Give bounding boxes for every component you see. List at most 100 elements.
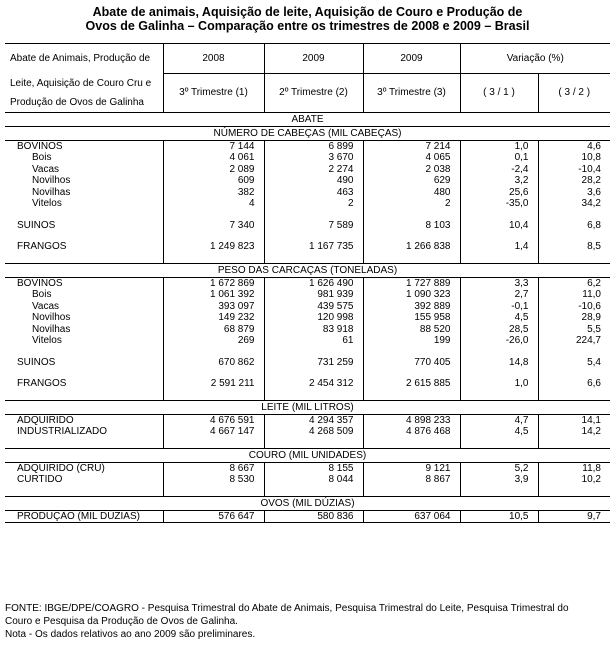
table-row: Vacas 393 097 439 575 392 889 -0,1 -10,6 <box>5 300 610 312</box>
value-2008-q3: 670 862 <box>162 356 264 368</box>
value-2008-q3: 382 <box>162 186 264 198</box>
value-2008-q3: 8 667 <box>162 462 264 474</box>
value-2008-q3: 1 672 869 <box>162 277 264 289</box>
header-quarter-3: 3º Trimestre (3) <box>362 73 460 112</box>
value-2008-q3: 7 340 <box>162 219 264 231</box>
variation-3-2: -10,6 <box>537 300 610 312</box>
section-title-couro: COURO (MIL UNIDADES) <box>5 447 610 463</box>
variation-3-1: 10,4 <box>459 219 538 231</box>
footer: FONTE: IBGE/DPE/COAGRO - Pesquisa Trimes… <box>5 602 610 641</box>
section-title-cabecas: NÚMERO DE CABEÇAS (MIL CABEÇAS) <box>5 126 610 141</box>
variation-3-2: 6,6 <box>537 378 610 390</box>
value-2009-q2: 2 <box>263 198 363 210</box>
table-row: Novilhas 382 463 480 25,6 3,6 <box>5 186 610 198</box>
table-row: Vitelos 269 61 199 -26,0 224,7 <box>5 335 610 347</box>
table-row: FRANGOS 2 591 211 2 454 312 2 615 885 1,0 6,6 <box>5 378 610 390</box>
value-2009-q2: 3 670 <box>263 152 363 164</box>
row-label: FRANGOS <box>17 241 67 252</box>
variation-3-2: 14,2 <box>537 426 610 438</box>
variation-3-2: 224,7 <box>537 335 610 347</box>
row-label: BOVINOS <box>17 140 63 152</box>
variation-3-2: 9,7 <box>537 510 610 523</box>
value-2009-q3: 1 727 889 <box>362 277 460 289</box>
footer-note: Nota - Os dados relativos ao ano 2009 sã… <box>5 629 256 640</box>
value-2008-q3: 609 <box>162 175 264 187</box>
section-title-carcacas: PESO DAS CARCAÇAS (TONELADAS) <box>5 262 610 278</box>
value-2009-q2: 731 259 <box>263 356 363 368</box>
value-2009-q3: 480 <box>362 186 460 198</box>
row-label: FRANGOS <box>17 378 67 389</box>
value-2008-q3: 68 879 <box>162 323 264 335</box>
variation-3-2: 5,4 <box>537 356 610 368</box>
row-label: Bois <box>32 152 52 163</box>
variation-3-1: 1,0 <box>459 378 538 390</box>
table-row: ADQUIRIDO 4 676 591 4 294 357 4 898 233 4,7 1… <box>5 414 610 426</box>
value-2008-q3: 269 <box>162 335 264 347</box>
header-quarter-2: 2º Trimestre (2) <box>263 73 363 112</box>
table-row: BOVINOS 1 672 869 1 626 490 1 727 889 3,3 6,2 <box>5 277 610 289</box>
row-label: ADQUIRIDO <box>17 414 74 426</box>
variation-3-1: -0,1 <box>459 300 538 312</box>
variation-3-1: 25,6 <box>459 186 538 198</box>
variation-3-2: -10,4 <box>537 163 610 175</box>
value-2009-q2: 8 044 <box>263 474 363 486</box>
row-label: Novilhas <box>32 323 71 335</box>
variation-3-1: 2,7 <box>459 289 538 301</box>
value-2009-q3: 9 121 <box>362 462 460 474</box>
value-2009-q2: 61 <box>263 335 363 347</box>
variation-3-1: 3,9 <box>459 474 538 486</box>
value-2009-q3: 4 065 <box>362 152 460 164</box>
variation-3-1: 10,5 <box>459 510 538 523</box>
value-2009-q2: 4 294 357 <box>263 414 363 426</box>
variation-3-1: 28,5 <box>459 323 538 335</box>
row-label: SUÍNOS <box>17 356 56 368</box>
header-year-3: 2009 <box>362 43 460 74</box>
value-2008-q3: 4 061 <box>162 152 264 164</box>
variation-3-2: 5,5 <box>537 323 610 335</box>
variation-3-1: -35,0 <box>459 198 538 210</box>
row-label: Novilhos <box>32 312 71 323</box>
value-2009-q3: 2 615 885 <box>362 378 460 390</box>
variation-3-1: 4,5 <box>459 426 538 438</box>
value-2008-q3: 393 097 <box>162 300 264 312</box>
variation-3-1: 0,1 <box>459 152 538 164</box>
variation-3-2: 34,2 <box>537 198 610 210</box>
value-2008-q3: 8 530 <box>162 474 264 486</box>
table-row: BOVINOS 7 144 6 899 7 214 1,0 4,6 <box>5 140 610 152</box>
section-title-leite: LEITE (MIL LITROS) <box>5 399 610 415</box>
table-row: ADQUIRIDO (CRU) 8 667 8 155 9 121 5,2 11,8 <box>5 462 610 474</box>
variation-3-1: 1,0 <box>459 140 538 152</box>
row-label: ADQUIRIDO (CRU) <box>17 462 105 474</box>
table-row: FRANGOS 1 249 823 1 167 735 1 266 838 1,4 8,5 <box>5 241 610 253</box>
row-label: Vitelos <box>32 198 62 209</box>
table-row: Vitelos 4 2 2 -35,0 34,2 <box>5 198 610 210</box>
value-2009-q2: 120 998 <box>263 312 363 324</box>
row-label: PRODUÇÃO (MIL DÚZIAS) <box>5 510 163 523</box>
value-2009-q2: 1 167 735 <box>263 241 363 253</box>
row-label: INDUSTRIALIZADO <box>17 426 108 437</box>
value-2008-q3: 2 591 211 <box>162 378 264 390</box>
variation-3-2: 10,8 <box>537 152 610 164</box>
header-row-label-3: Produção de Ovos de Galinha <box>10 96 144 108</box>
value-2009-q3: 4 876 468 <box>362 426 460 438</box>
value-2008-q3: 1 249 823 <box>162 241 264 253</box>
table-row: INDUSTRIALIZADO 4 667 147 4 268 509 4 876 4… <box>5 426 610 438</box>
value-2009-q3: 199 <box>362 335 460 347</box>
value-2009-q2: 981 939 <box>263 289 363 301</box>
variation-3-1: 1,4 <box>459 241 538 253</box>
header-variation: Variação (%) <box>459 43 610 74</box>
row-label: Vacas <box>32 300 60 312</box>
header-row-label-1: Abate de Animais, Produção de <box>5 43 163 74</box>
value-2009-q2: 83 918 <box>263 323 363 335</box>
table-row: Vacas 2 089 2 274 2 038 -2,4 -10,4 <box>5 163 610 175</box>
table-row: Novilhos 609 490 629 3,2 28,2 <box>5 175 610 187</box>
table-row: SUÍNOS 670 862 731 259 770 405 14,8 5,4 <box>5 356 610 368</box>
row-label: BOVINOS <box>17 277 63 289</box>
value-2009-q3: 629 <box>362 175 460 187</box>
variation-3-1: -26,0 <box>459 335 538 347</box>
value-2009-q3: 2 038 <box>362 163 460 175</box>
variation-3-2: 11,8 <box>537 462 610 474</box>
variation-3-2: 11,0 <box>537 289 610 301</box>
value-2008-q3: 4 676 591 <box>162 414 264 426</box>
table-row: Bois 4 061 3 670 4 065 0,1 10,8 <box>5 152 610 164</box>
